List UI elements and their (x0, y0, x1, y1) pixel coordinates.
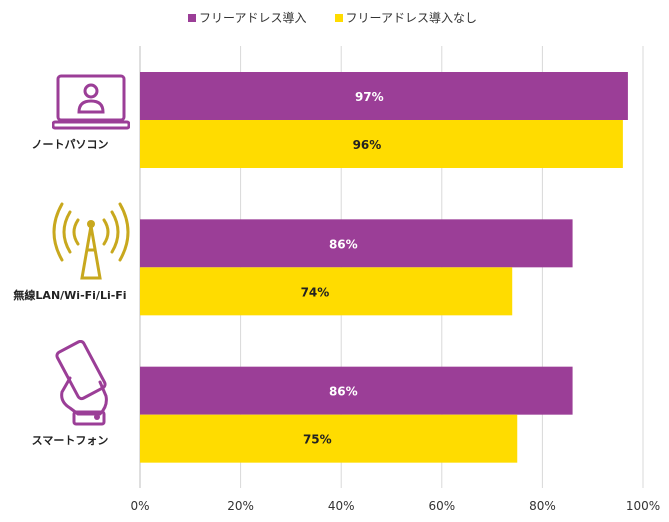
bar-2-2 (140, 267, 513, 316)
x-tick-label: 40% (328, 499, 355, 513)
smartphone-hand-icon (55, 340, 108, 426)
legend-item-series-1: フリーアドレス導入 (188, 9, 307, 26)
category-label-smartphone: スマートフォン (31, 434, 109, 447)
legend-item-series-2: フリーアドレス導入なし (334, 9, 478, 26)
legend: フリーアドレス導入 フリーアドレス導入なし (188, 9, 477, 26)
bar-1-2 (140, 219, 573, 268)
data-label: 86% (329, 385, 358, 399)
bar-1-3 (140, 366, 573, 415)
bar-2-3 (140, 414, 518, 463)
data-label: 96% (353, 138, 382, 152)
bar-2-1 (140, 120, 623, 168)
legend-swatch-series-2 (334, 13, 343, 22)
x-tick-label: 100% (626, 499, 660, 513)
legend-label-series-2: フリーアドレス導入なし (345, 11, 478, 25)
data-label: 86% (329, 237, 358, 251)
data-label: 74% (301, 285, 330, 299)
data-label: 97% (355, 90, 384, 104)
x-tick-label: 20% (227, 499, 254, 513)
legend-label-series-1: フリーアドレス導入 (199, 11, 307, 25)
x-tick-label: 0% (130, 499, 149, 513)
category-label-laptop: ノートパソコン (31, 138, 109, 151)
bar-1-1 (140, 72, 628, 120)
legend-swatch-series-1 (188, 13, 196, 22)
wireless-antenna-icon (52, 202, 130, 280)
x-tick-label: 80% (529, 499, 556, 513)
laptop-user-icon (52, 74, 130, 130)
data-label: 75% (303, 433, 332, 447)
category-label-wireless: 無線LAN/Wi-Fi/Li-Fi (13, 289, 127, 302)
x-tick-label: 60% (428, 499, 455, 513)
